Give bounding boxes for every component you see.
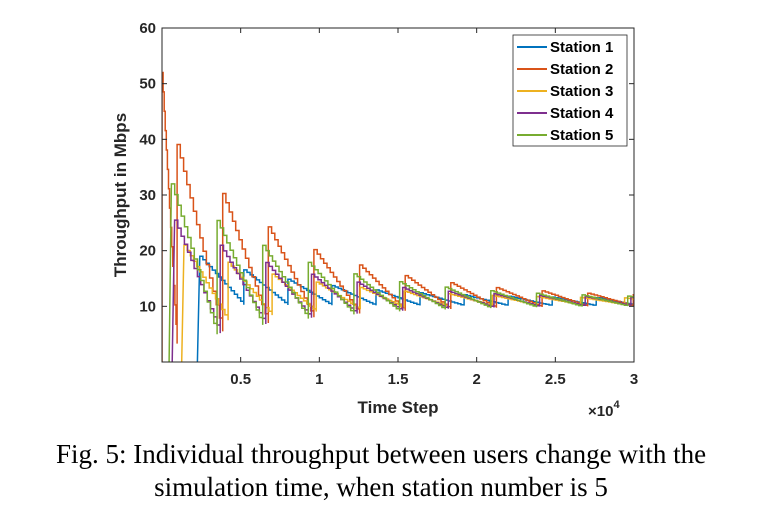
x-tick-label: 3 <box>630 371 638 388</box>
x-tick-label: 0.5 <box>230 371 251 388</box>
legend-label: Station 1 <box>550 39 613 56</box>
legend-label: Station 4 <box>550 105 614 122</box>
series-line-station-1 <box>196 255 634 362</box>
y-axis-label: Throughput in Mbps <box>111 113 130 277</box>
legend-label: Station 5 <box>550 127 613 144</box>
y-tick-label: 10 <box>139 298 156 315</box>
throughput-chart: 0.5 1 1.5 2 2.5 3 10 20 30 40 50 60 Time Step Throu… <box>111 20 638 420</box>
legend-label: Station 3 <box>550 83 613 100</box>
x-tick-label: 2 <box>472 371 480 388</box>
legend-label: Station 2 <box>550 61 613 78</box>
series-line-station-5 <box>168 183 634 362</box>
series-line-station-2 <box>162 71 634 362</box>
legend: Station 1 Station 2 Station 3 Station 4 Stat… <box>512 34 628 147</box>
tick-layer: 0.5 1 1.5 2 2.5 3 10 20 30 40 50 60 <box>139 20 638 388</box>
caption-line-2: simulation time, when station number is … <box>154 472 608 502</box>
series-layer <box>162 71 634 362</box>
x-tick-label: 2.5 <box>545 371 566 388</box>
x-axis-label: Time Step <box>358 398 439 417</box>
legend-items: Station 1 Station 2 Station 3 Station 4 Stat… <box>517 39 614 144</box>
x-axis-multiplier: ×104 <box>588 399 620 420</box>
x-tick-label: 1.5 <box>388 371 409 388</box>
y-tick-label: 20 <box>139 243 156 260</box>
x-tick-label: 1 <box>315 371 323 388</box>
y-tick-label: 40 <box>139 131 156 148</box>
figure-caption: Fig. 5: Individual throughput between us… <box>0 438 762 504</box>
y-tick-label: 60 <box>139 20 156 37</box>
caption-line-1: Fig. 5: Individual throughput between us… <box>55 439 707 469</box>
y-tick-label: 30 <box>139 187 156 204</box>
y-tick-label: 50 <box>139 76 156 93</box>
